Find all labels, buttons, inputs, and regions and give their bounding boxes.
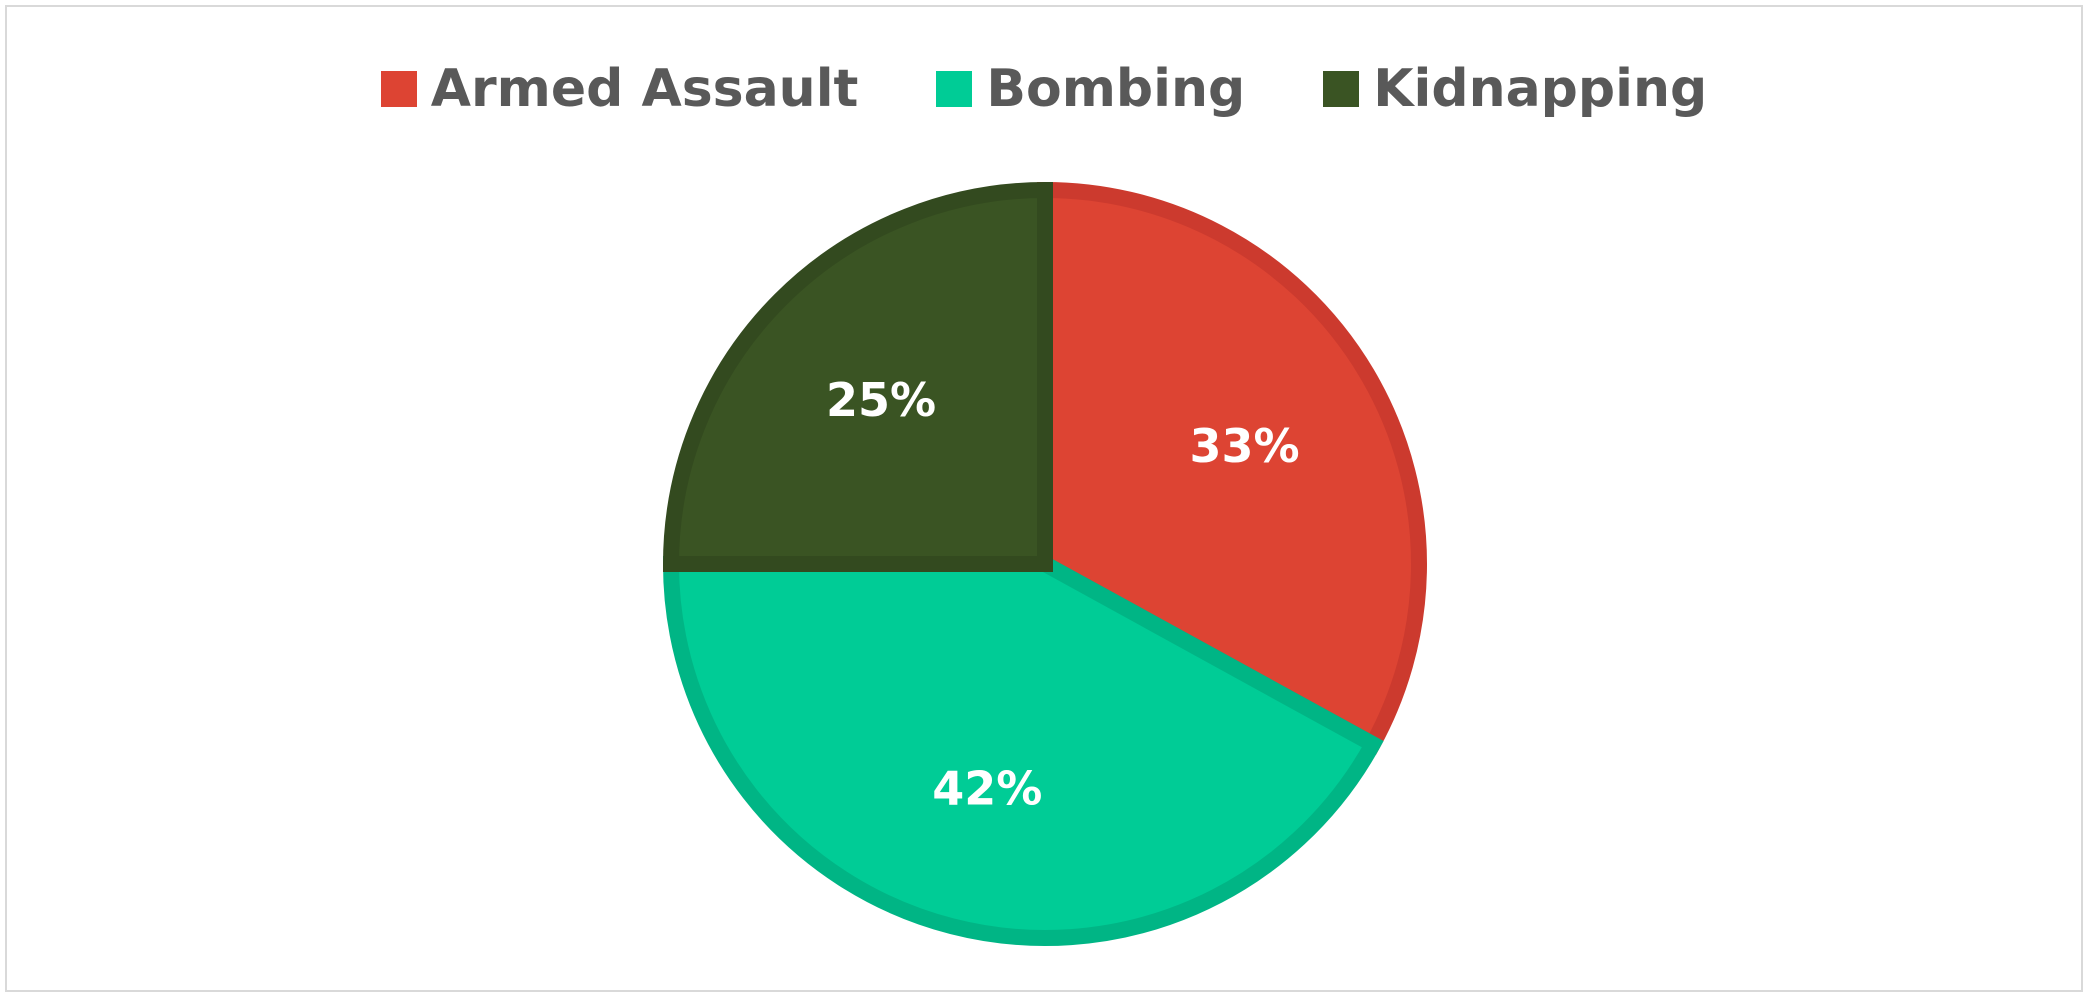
legend-swatch-armed-assault <box>380 71 417 107</box>
legend-label-bombing: Bombing <box>986 59 1246 119</box>
legend-item-kidnapping: Kidnapping <box>1323 59 1707 119</box>
legend-swatch-kidnapping <box>1323 71 1360 107</box>
pie-slice-kidnapping <box>662 181 1053 572</box>
pie-slice-armed-assault <box>1037 181 1427 756</box>
data-label-kidnapping: 25% <box>826 373 936 427</box>
pie-slice-bombing <box>662 556 1384 946</box>
data-label-armed-assault: 33% <box>1190 419 1300 473</box>
legend-item-armed-assault: Armed Assault <box>380 59 859 119</box>
data-label-bombing: 42% <box>932 762 1042 816</box>
legend-label-kidnapping: Kidnapping <box>1373 59 1708 119</box>
legend-swatch-bombing <box>936 71 973 107</box>
chart-legend: Armed Assault Bombing Kidnapping <box>7 59 2081 119</box>
legend-label-armed-assault: Armed Assault <box>430 59 859 119</box>
legend-item-bombing: Bombing <box>936 59 1245 119</box>
